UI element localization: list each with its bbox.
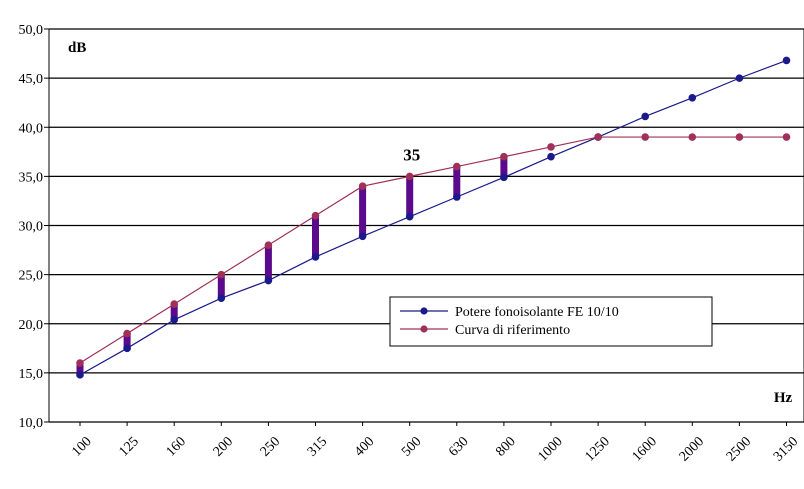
y-tick-label: 35,0 [19, 170, 44, 185]
x-tick-label: 630 [446, 434, 471, 459]
x-tick-label: 2500 [724, 434, 754, 464]
series-point-2 [358, 182, 367, 190]
legend-box [389, 296, 713, 347]
series-point-2 [123, 329, 131, 338]
series-point-2 [405, 172, 414, 181]
series-point-2 [688, 133, 697, 141]
x-tick-label: 1600 [630, 434, 660, 464]
x-tick-label: 250 [258, 434, 283, 459]
series-point-1 [264, 276, 273, 285]
series-point-2 [735, 133, 744, 141]
y-tick-label: 10,0 [19, 416, 44, 431]
series-point-1 [170, 316, 178, 324]
series-point-2 [453, 162, 461, 171]
x-tick-label: 200 [211, 434, 236, 459]
x-tick-label: 2000 [677, 434, 707, 464]
y-tick-label: 20,0 [19, 318, 44, 333]
series-point-2 [264, 241, 273, 249]
x-tick-label: 1250 [583, 434, 613, 464]
series-point-1 [641, 112, 649, 121]
legend-swatch-marker [420, 325, 428, 333]
y-tick-label: 25,0 [19, 269, 44, 284]
series-point-1 [782, 56, 791, 65]
series-point-1 [453, 193, 461, 201]
legend-swatch-marker [420, 307, 428, 315]
annotation-label: 35 [403, 145, 420, 164]
series-point-1 [500, 173, 508, 182]
series-point-2 [170, 300, 178, 308]
series-point-1 [735, 74, 744, 82]
series-point-1 [358, 232, 367, 241]
series-line-1 [79, 59, 787, 376]
y-tick-label: 45,0 [19, 72, 44, 87]
x-tick-label: 125 [116, 434, 141, 459]
series-point-2 [641, 133, 649, 141]
series-point-1 [688, 93, 697, 102]
series-point-1 [311, 253, 320, 261]
series-point-1 [547, 152, 555, 161]
series-point-2 [547, 143, 555, 151]
y-tick-label: 30,0 [19, 220, 44, 235]
legend-label: Curva di riferimento [455, 323, 570, 338]
x-axis-label: Hz [774, 390, 793, 406]
series-point-2 [594, 133, 602, 141]
x-tick-label: 400 [352, 434, 377, 459]
series-point-2 [500, 152, 508, 161]
x-tick-label: 1000 [535, 434, 565, 464]
legend-label: Potere fonoisolante FE 10/10 [455, 305, 619, 320]
x-tick-label: 3150 [771, 434, 801, 464]
y-tick-label: 50,0 [19, 23, 44, 38]
series-point-2 [76, 359, 84, 367]
series-point-1 [405, 212, 414, 221]
y-tick-label: 40,0 [19, 121, 44, 136]
y-tick-label: 15,0 [19, 367, 44, 382]
x-tick-label: 100 [69, 434, 94, 459]
series-point-2 [217, 270, 226, 279]
series-point-1 [217, 294, 226, 303]
series-line-2 [79, 136, 787, 364]
x-tick-label: 315 [305, 434, 330, 459]
x-tick-label: 800 [493, 434, 518, 459]
series-point-1 [76, 371, 84, 379]
x-tick-label: 160 [164, 434, 189, 459]
y-axis-label: dB [68, 40, 86, 56]
x-tick-label: 500 [399, 434, 424, 459]
series-point-2 [311, 211, 320, 220]
series-point-1 [123, 344, 131, 353]
series-point-2 [782, 133, 791, 141]
